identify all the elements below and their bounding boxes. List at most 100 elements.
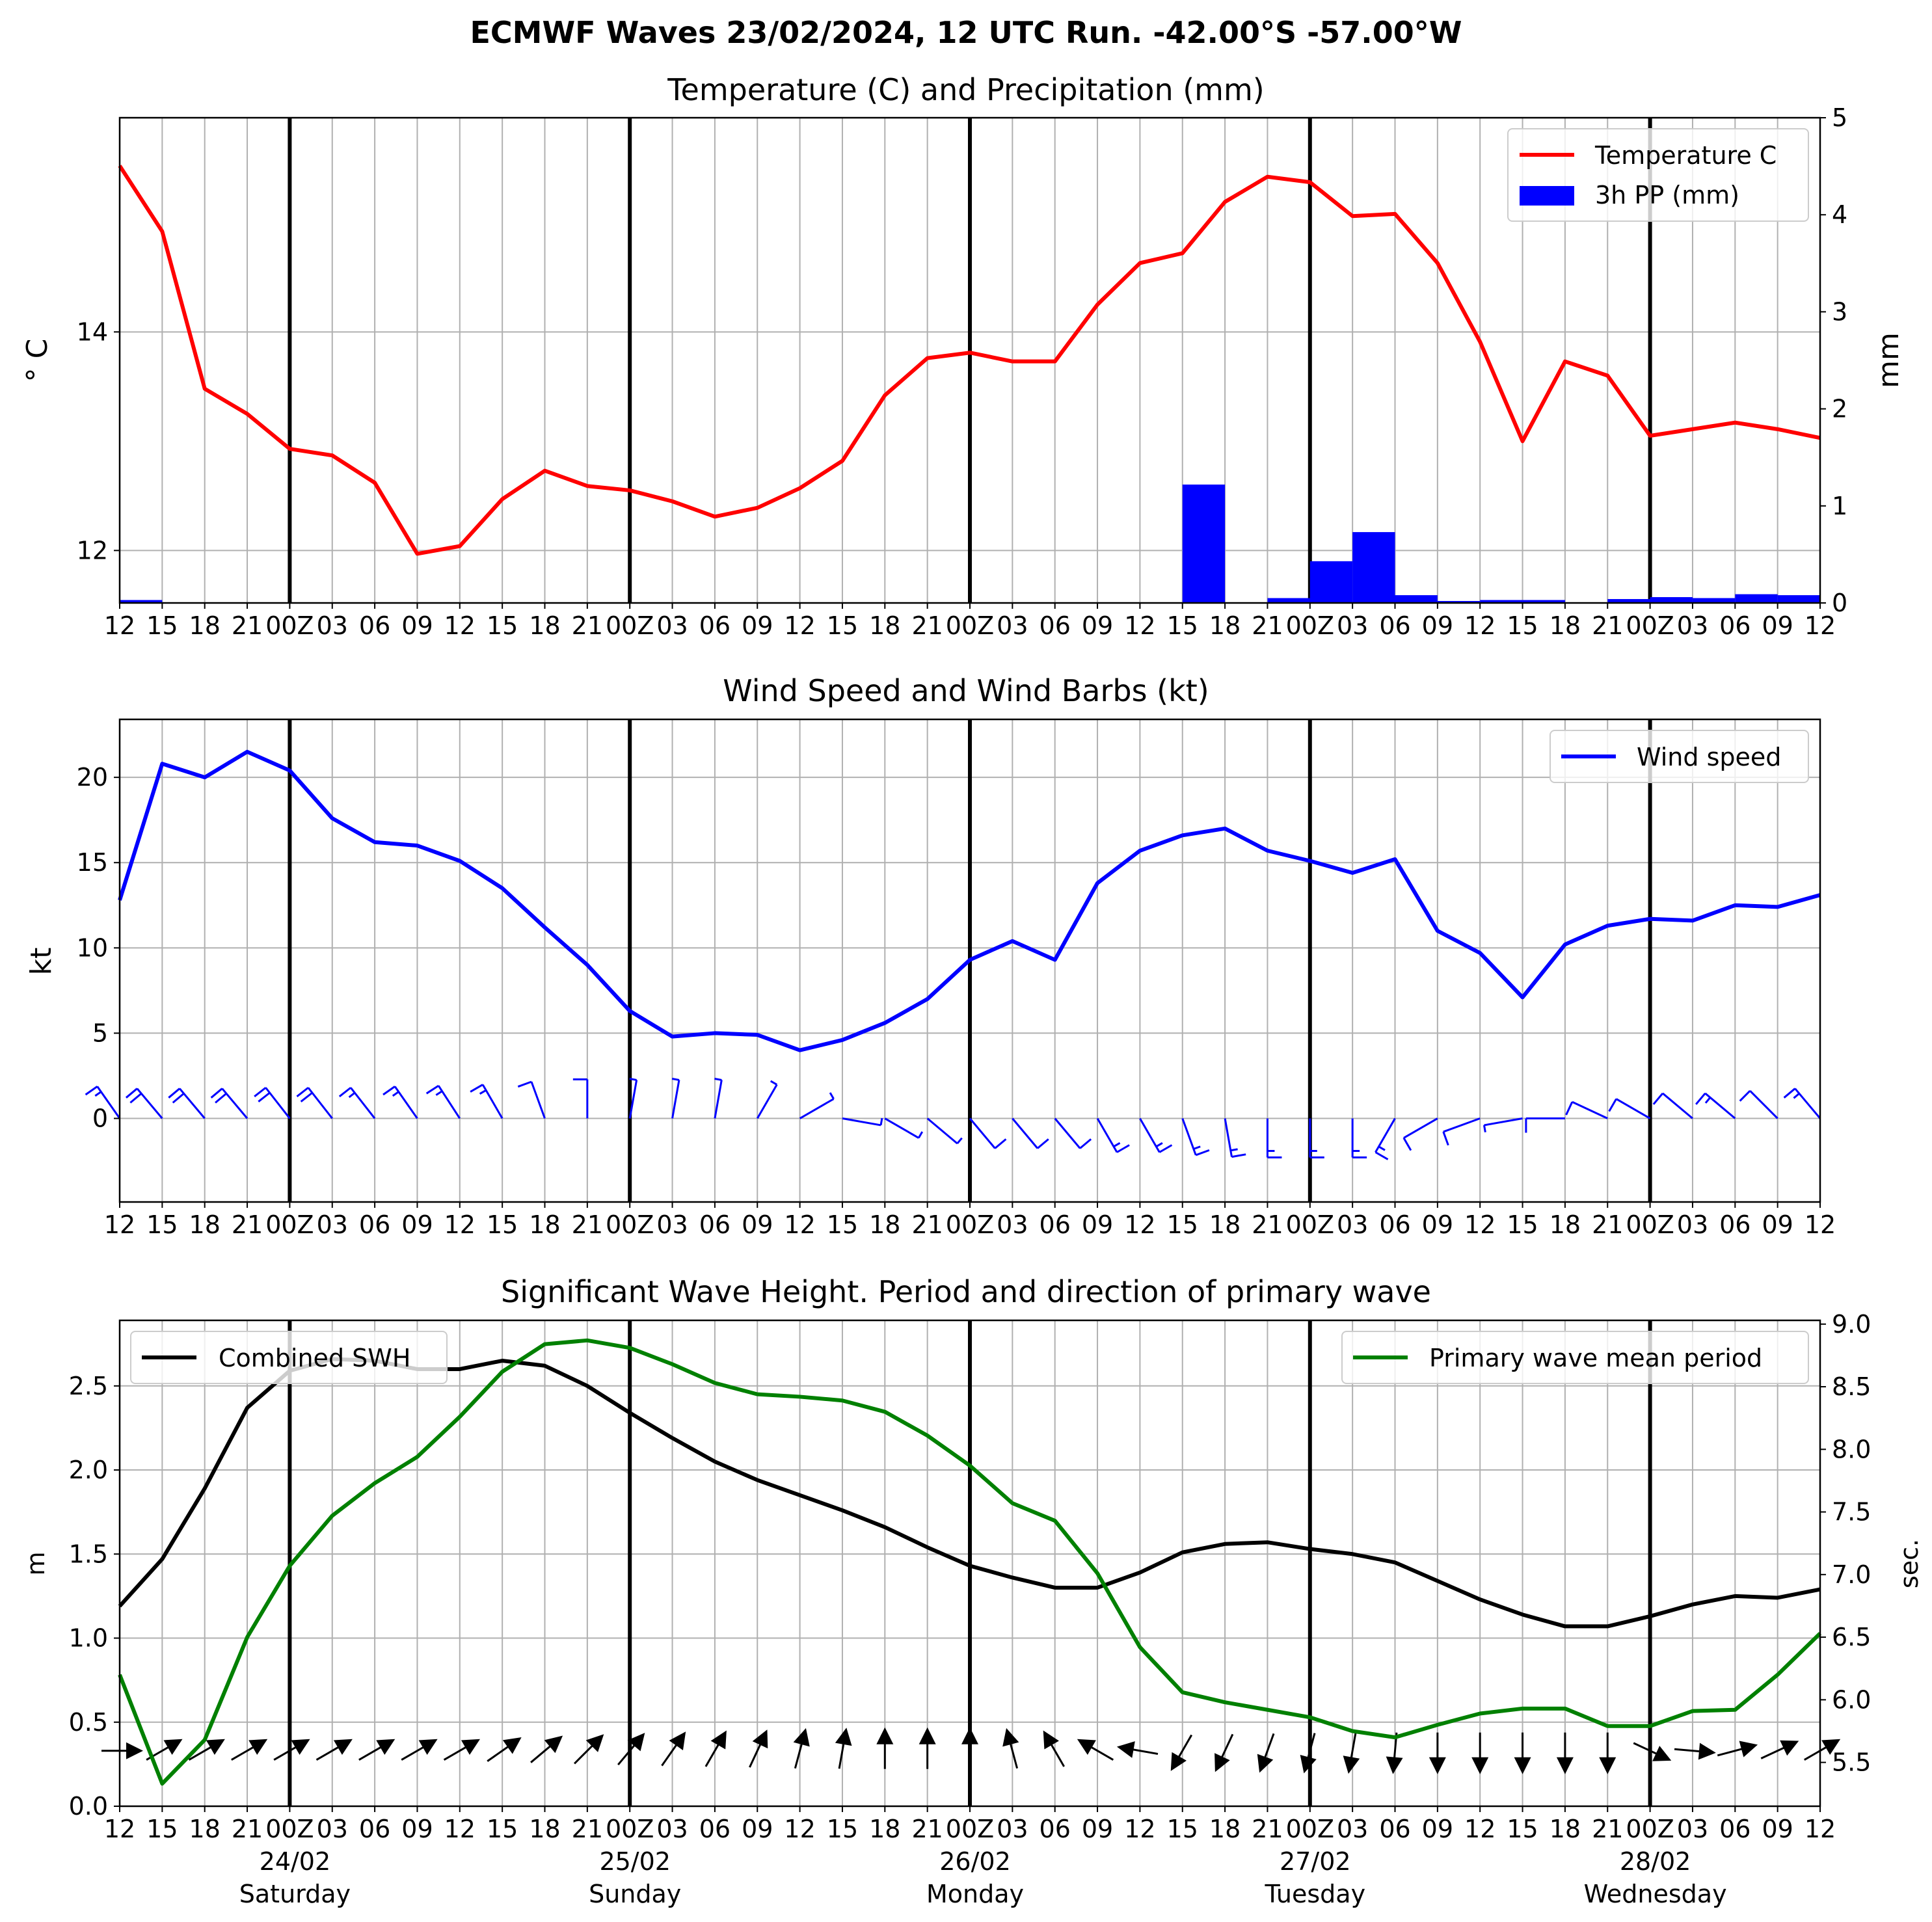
wind-barb bbox=[1139, 1117, 1173, 1153]
x-tick-label: 03 bbox=[656, 1815, 688, 1843]
x-tick-label: 18 bbox=[869, 1815, 900, 1843]
barb-half-feather bbox=[479, 1089, 487, 1095]
day-date-label: 27/02 bbox=[1280, 1847, 1351, 1876]
x-tick-label: 18 bbox=[189, 611, 221, 640]
x-tick-label: 00Z bbox=[606, 611, 654, 640]
arrow-head bbox=[206, 1739, 225, 1755]
x-tick-label: 15 bbox=[146, 1210, 178, 1239]
barb-half-feather bbox=[829, 1092, 835, 1100]
x-tick-label: 06 bbox=[1379, 1210, 1410, 1239]
legend-swatch-precip bbox=[1520, 186, 1574, 206]
temperature-line bbox=[118, 165, 1821, 556]
wave-arrow bbox=[443, 1739, 480, 1761]
x-tick-label: 06 bbox=[359, 1210, 390, 1239]
day-date-label: 28/02 bbox=[1620, 1847, 1691, 1876]
wave-arrow bbox=[101, 1742, 143, 1759]
y-tick-label: 2.5 bbox=[69, 1372, 108, 1400]
y-tick-label: 6.0 bbox=[1832, 1685, 1871, 1714]
x-tick-label: 12 bbox=[784, 1210, 815, 1239]
x-tick-label: 09 bbox=[1762, 1815, 1793, 1843]
temperature-precip-panel: Temperature (C) and Precipitation (mm) 1… bbox=[21, 72, 1905, 640]
x-tick-label: 15 bbox=[1167, 1815, 1198, 1843]
x-tick-label: 12 bbox=[1124, 611, 1155, 640]
arrow-head bbox=[461, 1739, 480, 1755]
arrow-head bbox=[1471, 1757, 1489, 1774]
x-tick-label: 06 bbox=[359, 611, 390, 640]
precip-bar bbox=[1182, 484, 1226, 603]
wave-arrow bbox=[358, 1739, 396, 1761]
x-tick-label: 21 bbox=[1252, 1815, 1283, 1843]
x-tick-label: 06 bbox=[1719, 1815, 1751, 1843]
x-tick-label: 15 bbox=[1167, 1210, 1198, 1239]
y-tick-label: 2 bbox=[1832, 395, 1847, 423]
x-tick-label: 09 bbox=[1422, 611, 1453, 640]
wind-barb bbox=[296, 1087, 333, 1119]
arrow-head bbox=[248, 1739, 268, 1755]
arrow-head bbox=[1652, 1746, 1672, 1761]
barb-feather bbox=[1565, 1101, 1574, 1115]
arrow-head bbox=[291, 1739, 310, 1755]
x-tick-label: 09 bbox=[1082, 611, 1113, 640]
wind-barb bbox=[1565, 1101, 1608, 1119]
barb-feather bbox=[470, 1084, 483, 1093]
wave-arrow bbox=[749, 1729, 768, 1768]
wind-barb bbox=[382, 1086, 418, 1119]
x-tick-label: 18 bbox=[1550, 611, 1581, 640]
barb-shaft bbox=[799, 1098, 835, 1119]
precip-bar bbox=[1607, 599, 1650, 603]
arrow-head bbox=[126, 1742, 143, 1759]
y-tick-label: 9.0 bbox=[1832, 1310, 1871, 1339]
arrow-head bbox=[627, 1733, 645, 1752]
legend-period: Primary wave mean period bbox=[1341, 1331, 1809, 1384]
arrow-head bbox=[1429, 1757, 1446, 1774]
y-tick-label: 0.0 bbox=[69, 1792, 108, 1821]
precip-bar bbox=[1692, 598, 1736, 603]
y-tick-label: 12 bbox=[77, 536, 108, 565]
barb-shaft bbox=[265, 1087, 291, 1119]
barb-shaft bbox=[1443, 1117, 1481, 1133]
wind-barb bbox=[628, 1078, 638, 1119]
x-tick-label: 09 bbox=[1422, 1815, 1453, 1843]
barb-half-feather bbox=[1193, 1145, 1201, 1150]
arrow-head bbox=[333, 1739, 353, 1755]
wind-barb bbox=[799, 1092, 835, 1119]
wave-arrow bbox=[793, 1728, 810, 1769]
arrow-head bbox=[1780, 1740, 1799, 1756]
day-weekday-label: Sunday bbox=[589, 1880, 681, 1908]
arrow-head bbox=[961, 1727, 978, 1744]
x-tick-label: 03 bbox=[1677, 1815, 1708, 1843]
wind-barb bbox=[1695, 1092, 1736, 1119]
y-axis-right: 5.5 6.0 6.5 7.0 7.5 8.0 8.5 9.0 bbox=[1820, 1310, 1871, 1777]
day-weekday-label: Tuesday bbox=[1264, 1880, 1365, 1908]
precip-bar bbox=[1650, 597, 1693, 603]
precip-bar bbox=[1309, 561, 1353, 603]
x-tick-label: 18 bbox=[529, 1210, 560, 1239]
barb-feather bbox=[125, 1088, 138, 1099]
barb-shaft bbox=[1403, 1117, 1438, 1139]
y-axis-right-label: sec. bbox=[1895, 1539, 1924, 1588]
legend: Wind speed bbox=[1550, 730, 1809, 783]
wind-barb bbox=[1266, 1118, 1282, 1159]
x-tick-label: 03 bbox=[997, 611, 1028, 640]
day-date-label: 25/02 bbox=[599, 1847, 671, 1876]
wind-barb bbox=[1309, 1118, 1324, 1159]
x-tick-label: 15 bbox=[827, 611, 858, 640]
wave-arrow bbox=[704, 1730, 727, 1767]
x-tick-label: 21 bbox=[1252, 611, 1283, 640]
wind-barb bbox=[125, 1088, 163, 1119]
legend-box bbox=[1341, 1331, 1809, 1384]
arrow-head bbox=[752, 1729, 768, 1749]
x-tick-label: 21 bbox=[572, 1815, 603, 1843]
wind-barbs bbox=[85, 1078, 1821, 1160]
x-tick-label: 12 bbox=[1464, 1210, 1496, 1239]
barb-shaft bbox=[1572, 1101, 1608, 1119]
wave-arrow bbox=[1043, 1730, 1065, 1767]
wave-direction-arrows bbox=[101, 1727, 1841, 1774]
day-weekday-label: Saturday bbox=[239, 1880, 351, 1908]
arrow-head bbox=[710, 1730, 727, 1750]
barb-feather bbox=[1159, 1144, 1173, 1153]
wind-barb bbox=[1652, 1092, 1693, 1119]
barb-half-feather bbox=[435, 1090, 443, 1096]
x-tick-label: 18 bbox=[869, 1210, 900, 1239]
legend-label-wind: Wind speed bbox=[1637, 743, 1781, 771]
